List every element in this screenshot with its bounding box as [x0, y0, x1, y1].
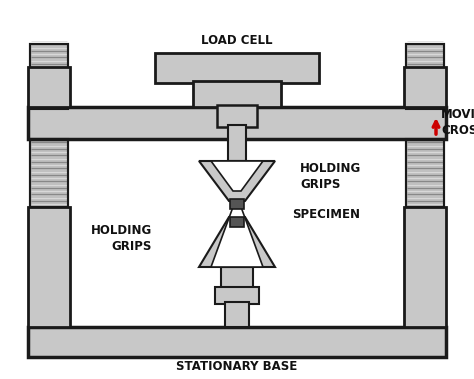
Bar — [30, 139, 68, 207]
Bar — [28, 207, 70, 327]
Polygon shape — [211, 207, 263, 267]
Polygon shape — [199, 161, 275, 201]
Text: HOLDING
GRIPS: HOLDING GRIPS — [300, 163, 361, 191]
Text: MOVING
CROSSHEAD: MOVING CROSSHEAD — [441, 108, 474, 138]
Text: STATIONARY BASE: STATIONARY BASE — [176, 360, 298, 373]
Bar — [404, 207, 446, 327]
Text: SPECIMEN: SPECIMEN — [292, 207, 360, 221]
Bar — [28, 107, 446, 139]
Bar — [30, 139, 68, 207]
Text: HOLDING
GRIPS: HOLDING GRIPS — [91, 224, 152, 254]
Bar — [30, 44, 68, 109]
Bar — [230, 217, 244, 227]
Bar — [406, 139, 444, 207]
Bar — [234, 209, 240, 227]
Bar — [221, 267, 253, 289]
Bar — [225, 302, 249, 327]
Text: LOAD CELL: LOAD CELL — [201, 34, 273, 47]
Bar — [30, 44, 68, 109]
Bar — [28, 67, 70, 107]
Bar — [155, 53, 319, 83]
Bar — [28, 327, 446, 357]
Bar — [193, 81, 281, 107]
Bar — [215, 287, 259, 304]
Polygon shape — [211, 161, 263, 191]
Bar — [228, 125, 246, 161]
Bar — [404, 67, 446, 107]
Bar — [406, 44, 444, 109]
Bar — [406, 44, 444, 109]
Bar — [230, 199, 244, 209]
Bar — [217, 105, 257, 127]
Bar — [406, 139, 444, 207]
Polygon shape — [199, 217, 275, 267]
